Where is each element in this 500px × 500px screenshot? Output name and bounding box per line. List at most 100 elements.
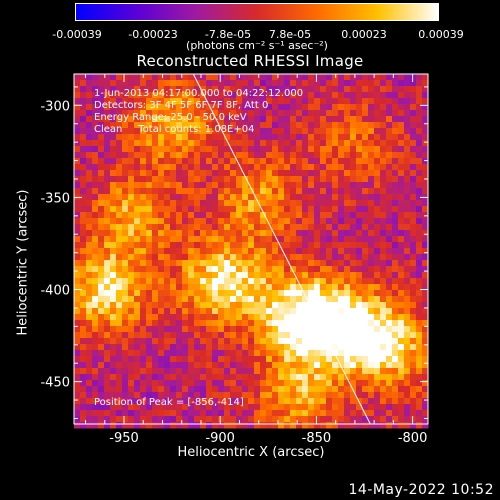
heatmap-cell <box>410 218 417 225</box>
heatmap-cell <box>86 86 93 93</box>
heatmap-cell <box>326 296 333 303</box>
heatmap-cell <box>404 344 411 351</box>
heatmap-cell <box>140 146 147 153</box>
heatmap-cell <box>152 242 159 249</box>
heatmap-cell <box>212 380 219 387</box>
heatmap-cell <box>188 410 195 417</box>
heatmap-cell <box>272 254 279 261</box>
heatmap-cell <box>230 320 237 327</box>
heatmap-cell <box>350 260 357 267</box>
heatmap-cell <box>230 368 237 375</box>
heatmap-cell <box>296 266 303 273</box>
heatmap-cell <box>152 200 159 207</box>
y-tick-label: -350 <box>40 191 70 206</box>
heatmap-cell <box>206 416 213 423</box>
heatmap-cell <box>188 332 195 339</box>
heatmap-cell <box>398 326 405 333</box>
heatmap-cell <box>296 410 303 417</box>
heatmap-cell <box>116 314 123 321</box>
heatmap-cell <box>386 170 393 177</box>
heatmap-cell <box>284 266 291 273</box>
heatmap-cell <box>248 176 255 183</box>
heatmap-cell <box>248 290 255 297</box>
heatmap-cell <box>422 212 429 219</box>
heatmap-cell <box>164 374 171 381</box>
heatmap-cell <box>260 380 267 387</box>
heatmap-cell <box>290 302 297 309</box>
heatmap-cell <box>92 422 99 429</box>
heatmap-cell <box>314 338 321 345</box>
heatmap-cell <box>392 176 399 183</box>
heatmap-cell <box>416 278 423 285</box>
heatmap-cell <box>350 338 357 345</box>
heatmap-cell <box>128 236 135 243</box>
heatmap-cell <box>152 380 159 387</box>
heatmap-cell <box>194 98 201 105</box>
heatmap-cell <box>398 320 405 327</box>
heatmap-cell <box>344 248 351 255</box>
heatmap-cell <box>116 194 123 201</box>
heatmap-cell <box>302 98 309 105</box>
heatmap-cell <box>224 344 231 351</box>
heatmap-cell <box>122 392 129 399</box>
heatmap-cell <box>104 308 111 315</box>
heatmap-cell <box>158 98 165 105</box>
heatmap-cell <box>242 236 249 243</box>
heatmap-cell <box>122 314 129 321</box>
x-axis-label: Heliocentric X (arcsec) <box>177 445 325 460</box>
heatmap-cell <box>200 314 207 321</box>
heatmap-cell <box>116 254 123 261</box>
heatmap-cell <box>260 302 267 309</box>
heatmap-cell <box>416 296 423 303</box>
heatmap-cell <box>362 194 369 201</box>
heatmap-cell <box>344 170 351 177</box>
heatmap-cell <box>278 140 285 147</box>
heatmap-cell <box>104 188 111 195</box>
heatmap-cell <box>260 398 267 405</box>
heatmap-cell <box>224 314 231 321</box>
heatmap-cell <box>296 152 303 159</box>
heatmap-cell <box>200 344 207 351</box>
heatmap-cell <box>254 398 261 405</box>
heatmap-cell <box>326 230 333 237</box>
heatmap-cell <box>80 170 87 177</box>
heatmap-cell <box>404 386 411 393</box>
heatmap-cell <box>260 98 267 105</box>
heatmap-cell <box>110 152 117 159</box>
heatmap-cell <box>74 404 81 411</box>
heatmap-cell <box>416 146 423 153</box>
heatmap-cell <box>236 302 243 309</box>
heatmap-cell <box>230 344 237 351</box>
heatmap-cell <box>86 80 93 87</box>
heatmap-cell <box>188 296 195 303</box>
heatmap-cell <box>368 164 375 171</box>
x-tick-label: -950 <box>109 431 139 446</box>
heatmap-cell <box>182 404 189 411</box>
heatmap-cell <box>254 404 261 411</box>
heatmap-cell <box>74 320 81 327</box>
heatmap-cell <box>326 392 333 399</box>
heatmap-cell <box>128 278 135 285</box>
heatmap-cell <box>206 314 213 321</box>
heatmap-cell <box>104 344 111 351</box>
heatmap-cell <box>290 410 297 417</box>
heatmap-cell <box>86 284 93 291</box>
heatmap-cell <box>188 104 195 111</box>
heatmap-cell <box>248 170 255 177</box>
heatmap-cell <box>410 296 417 303</box>
heatmap-cell <box>224 296 231 303</box>
annotation-detectors: Detectors: 3F 4F 5F 6F 7F 8F, Att 0 <box>94 100 269 111</box>
heatmap-cell <box>284 200 291 207</box>
heatmap-cell <box>146 182 153 189</box>
heatmap-cell <box>278 188 285 195</box>
heatmap-cell <box>170 152 177 159</box>
heatmap-cell <box>344 266 351 273</box>
heatmap-cell <box>290 176 297 183</box>
heatmap-cell <box>404 350 411 357</box>
heatmap-cell <box>326 260 333 267</box>
heatmap-cell <box>386 398 393 405</box>
heatmap-cell <box>362 416 369 423</box>
heatmap-cell <box>140 224 147 231</box>
heatmap-cell <box>158 266 165 273</box>
heatmap-cell <box>140 164 147 171</box>
